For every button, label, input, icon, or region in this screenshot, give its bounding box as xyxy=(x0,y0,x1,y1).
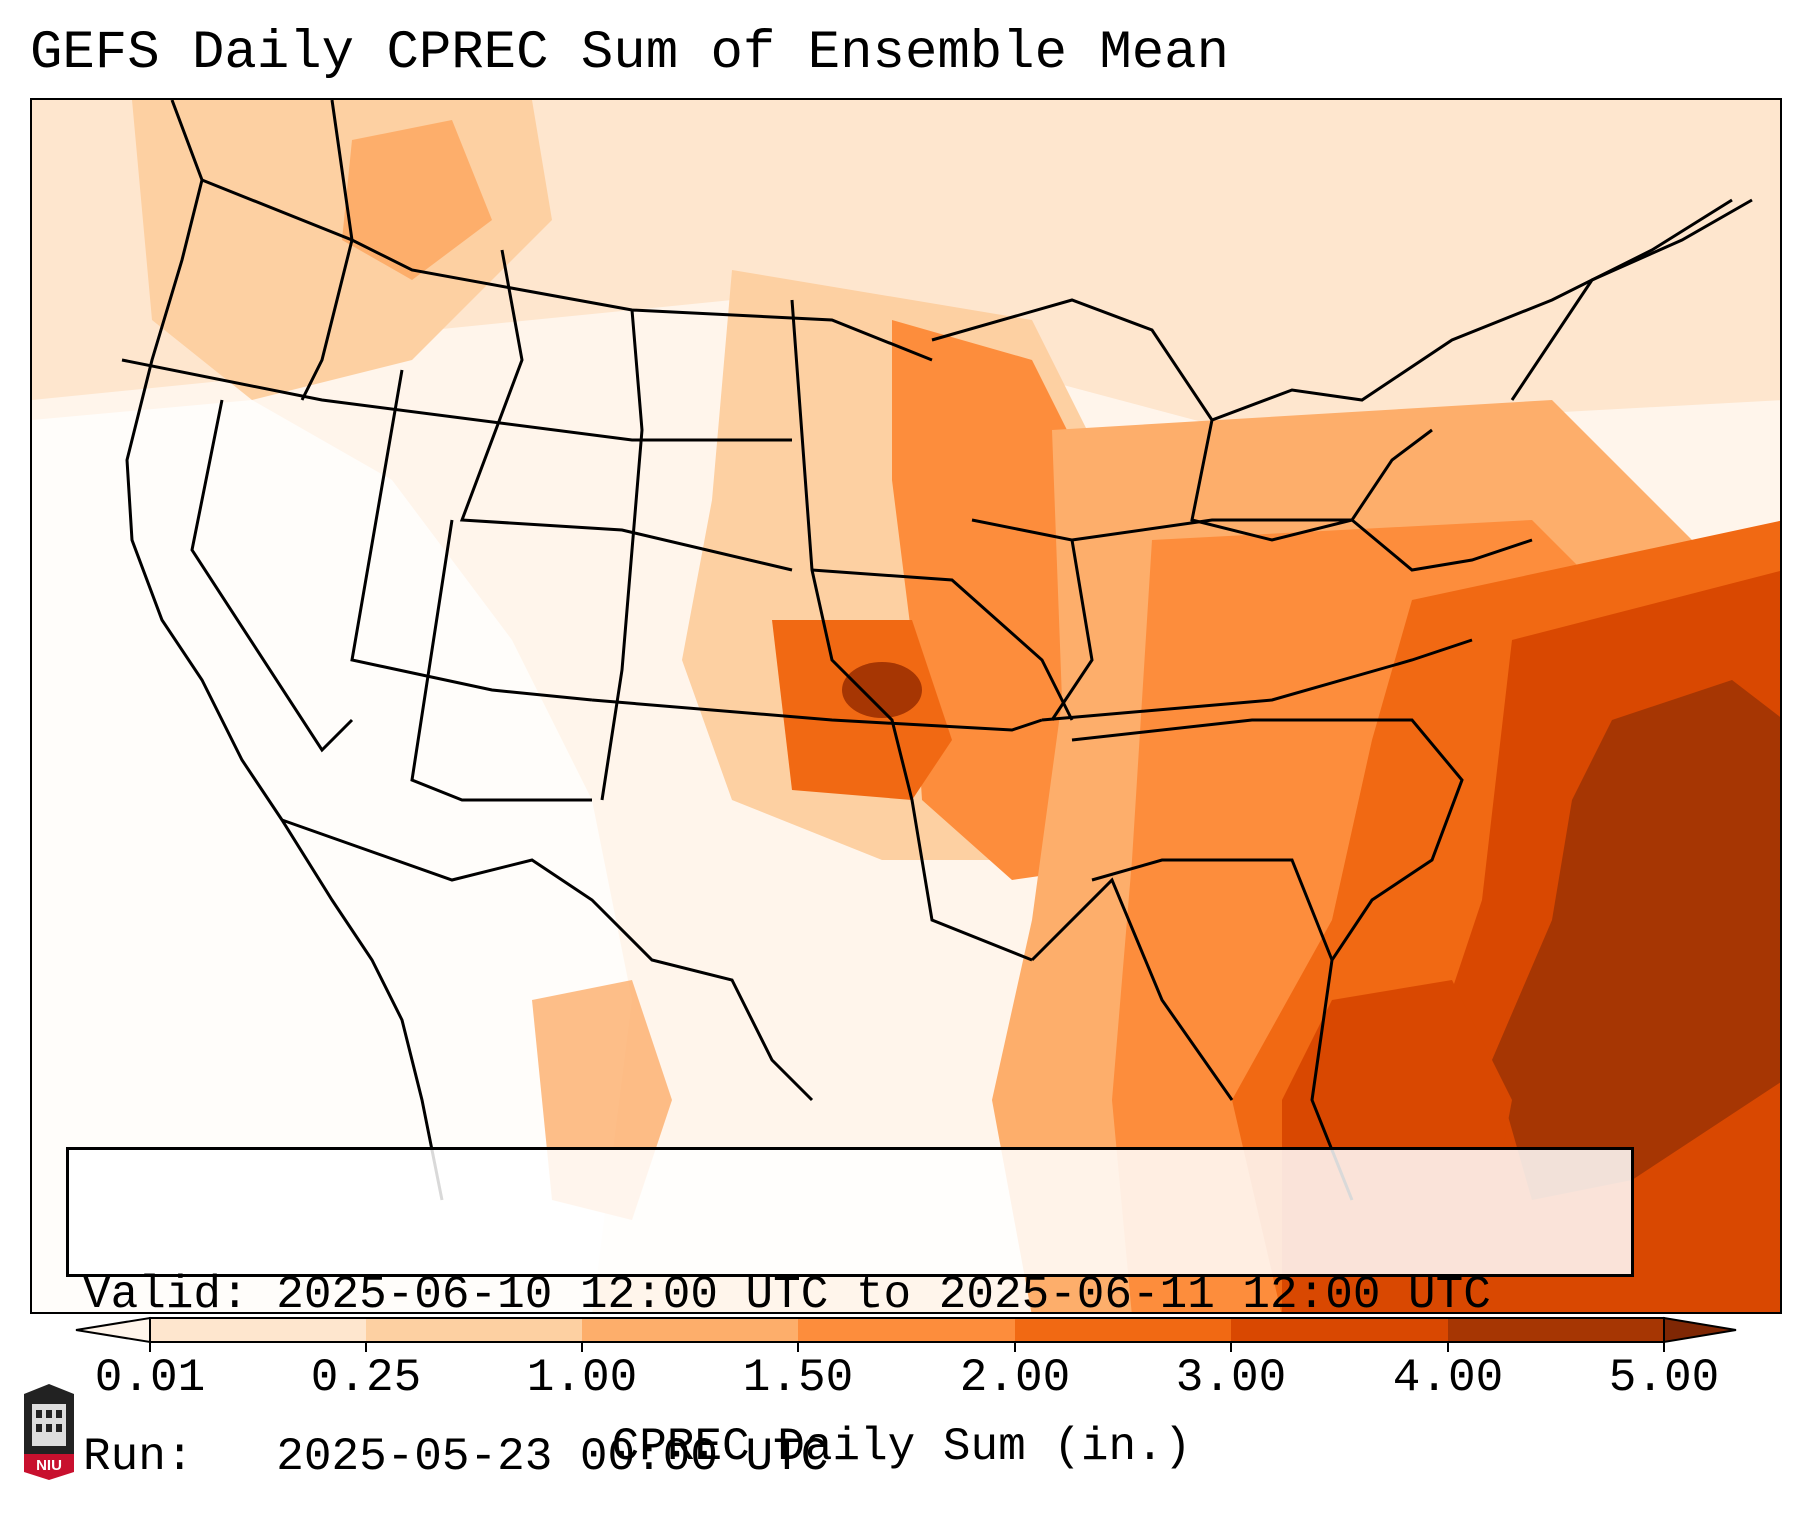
colorbar-tick-label: 3.00 xyxy=(1175,1352,1287,1404)
run-label: Run: xyxy=(83,1431,194,1483)
valid-run-info-box: Valid: 2025-06-10 12:00 UTC to 2025-06-1… xyxy=(66,1147,1634,1483)
run-value: 2025-05-23 00:00 UTC xyxy=(276,1431,829,1483)
colorbar-tick-label: 1.50 xyxy=(742,1352,854,1404)
run-line: Run: 2025-05-23 00:00 UTC xyxy=(83,1430,1617,1484)
niu-logo-text: NIU xyxy=(36,1457,62,1474)
colorbar-segment xyxy=(1448,1318,1664,1342)
valid-value: 2025-06-10 12:00 UTC to 2025-06-11 12:00… xyxy=(276,1269,1491,1321)
colorbar-label: CPREC Daily Sum (in.) xyxy=(611,1421,1192,1473)
colorbar-outline xyxy=(149,1317,1665,1343)
colorbar-tick-label: 5.00 xyxy=(1608,1352,1720,1404)
map-panel xyxy=(30,98,1782,1314)
colorbar xyxy=(75,1316,1737,1352)
colorbar-segment xyxy=(798,1318,1015,1342)
colorbar-tick-label: 1.00 xyxy=(526,1352,638,1404)
colorbar-segment xyxy=(582,1318,798,1342)
colorbar-extend-low xyxy=(75,1316,151,1344)
colorbar-tick-label: 4.00 xyxy=(1392,1352,1504,1404)
colorbar-tick-label: 0.25 xyxy=(310,1352,422,1404)
valid-label: Valid: xyxy=(83,1269,249,1321)
state-boundaries xyxy=(121,100,1753,1201)
precip-shading xyxy=(32,100,1780,1312)
niu-logo: NIU xyxy=(24,1384,74,1480)
colorbar-extend-high xyxy=(1663,1316,1737,1344)
valid-line: Valid: 2025-06-10 12:00 UTC to 2025-06-1… xyxy=(83,1268,1617,1322)
map-title: GEFS Daily CPREC Sum of Ensemble Mean xyxy=(30,23,1229,84)
precipitation-map xyxy=(32,100,1780,1312)
colorbar-tick-label: 2.00 xyxy=(959,1352,1071,1404)
colorbar-segment xyxy=(1015,1318,1231,1342)
colorbar-segment xyxy=(366,1318,582,1342)
colorbar-segment xyxy=(1231,1318,1448,1342)
colorbar-tick-label: 0.01 xyxy=(94,1352,206,1404)
colorbar-segment xyxy=(150,1318,366,1342)
